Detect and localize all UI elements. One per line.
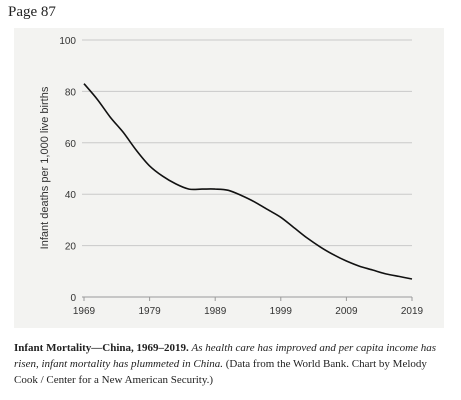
y-tick-label: 40 [65,190,77,201]
y-tick-label: 100 [59,36,76,47]
x-tick-label: 1989 [204,306,227,317]
x-tick-labels: 1969 1979 1989 1999 2009 2019 [73,297,424,317]
infant-mortality-line-chart: 0 20 40 60 80 100 1969 1979 1989 1999 2009 2019 In… [39,36,424,317]
x-tick-label: 1969 [73,306,96,317]
x-tick-label: 2009 [335,306,358,317]
series-group [83,83,413,280]
caption-italic: As health care has improved and per capi… [14,342,437,370]
x-tick-label: 1999 [270,306,293,317]
y-tick-label: 80 [65,87,77,98]
caption-title: Infant Mortality—China, 1969–2019. [14,342,189,354]
x-tick-label: 1979 [138,306,161,317]
series-line [83,83,413,280]
x-tick-label: 2019 [401,306,424,317]
caption-source: (Data from the World Bank. Chart by Melo… [14,358,427,386]
page-number: Page 87 [8,4,56,20]
figure-caption: Infant Mortality—China, 1969–2019. As he… [14,340,446,388]
y-tick-label: 20 [65,242,77,253]
y-tick-labels: 0 20 40 60 80 100 [59,36,76,304]
grid-lines [82,39,412,298]
y-tick-label: 0 [70,293,76,304]
y-axis-label: Infant deaths per 1,000 live births [39,86,51,249]
chart-panel: 0 20 40 60 80 100 1969 1979 1989 1999 2009 2019 In… [14,28,444,328]
y-tick-label: 60 [65,139,77,150]
